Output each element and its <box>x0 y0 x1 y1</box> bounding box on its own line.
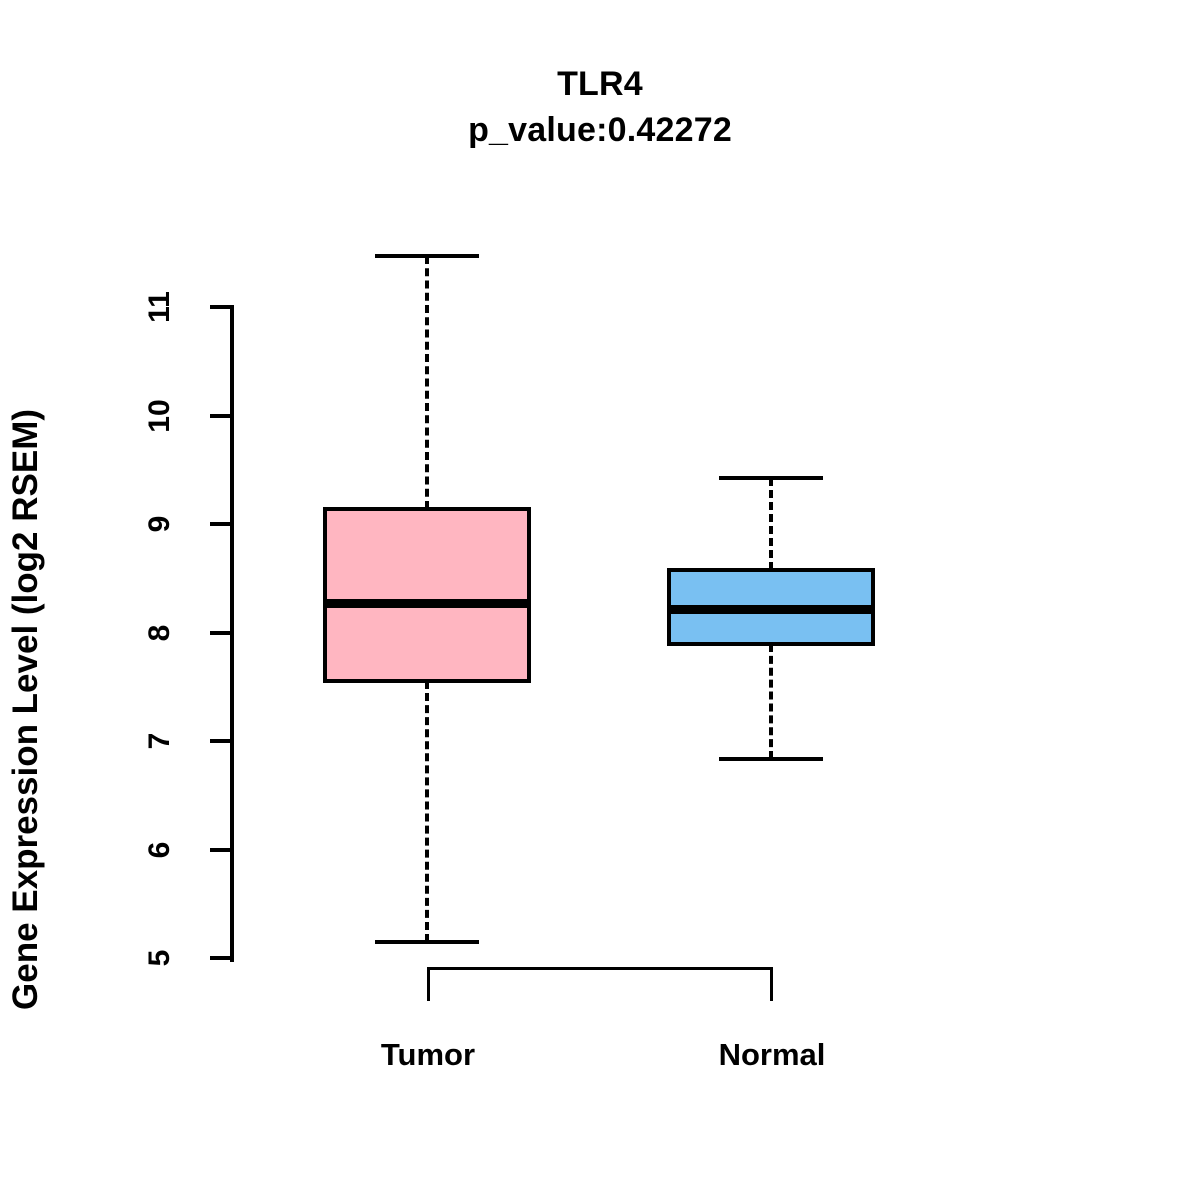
normal-lower-whisker-line <box>769 643 773 760</box>
tumor-box <box>323 506 531 684</box>
normal-upper-whisker-cap <box>719 476 823 481</box>
tumor-upper-whisker-cap <box>375 254 479 258</box>
y-axis-tick-5 <box>210 956 230 960</box>
y-axis-tick-6 <box>210 848 230 852</box>
x-axis-tick-normal <box>770 967 773 1001</box>
tumor-lower-whisker-line <box>425 681 429 942</box>
normal-upper-whisker-line <box>769 478 773 571</box>
y-axis-tick-8 <box>210 631 230 635</box>
normal-median-line <box>667 604 875 614</box>
chart-subtitle-pvalue: p_value:0.42272 <box>468 111 732 149</box>
y-axis-label: Gene Expression Level (log2 RSEM) <box>6 0 66 1030</box>
x-axis-line <box>427 967 773 970</box>
x-axis-tick-label-normal: Normal <box>718 1037 826 1072</box>
y-axis-tick-label-5: 5 <box>143 949 176 967</box>
chart-title: TLR4 <box>557 65 643 103</box>
normal-lower-whisker-cap <box>719 757 823 762</box>
y-axis-tick-label-6: 6 <box>143 841 176 859</box>
tumor-upper-whisker-line <box>425 256 429 509</box>
y-axis-tick-7 <box>210 739 230 743</box>
tumor-lower-whisker-cap <box>375 939 479 944</box>
y-axis-tick-label-9: 9 <box>143 515 176 533</box>
y-axis-tick-label-8: 8 <box>143 624 176 642</box>
tumor-median-line <box>323 599 531 609</box>
y-axis-tick-label-10: 10 <box>143 399 176 433</box>
y-axis-label-text: Gene Expression Level (log2 RSEM) <box>6 409 45 1010</box>
x-axis-tick-tumor <box>427 967 430 1001</box>
chart-title-block: TLR4 p_value:0.42272 <box>0 62 1200 154</box>
y-axis-tick-10 <box>210 414 230 418</box>
x-axis-tick-label-tumor: Tumor <box>380 1037 476 1072</box>
y-axis-tick-label-11: 11 <box>143 291 176 323</box>
y-axis-line <box>230 305 234 962</box>
y-axis-tick-9 <box>210 522 230 526</box>
y-axis-tick-label-7: 7 <box>143 732 176 750</box>
y-axis-tick-11 <box>210 305 230 309</box>
